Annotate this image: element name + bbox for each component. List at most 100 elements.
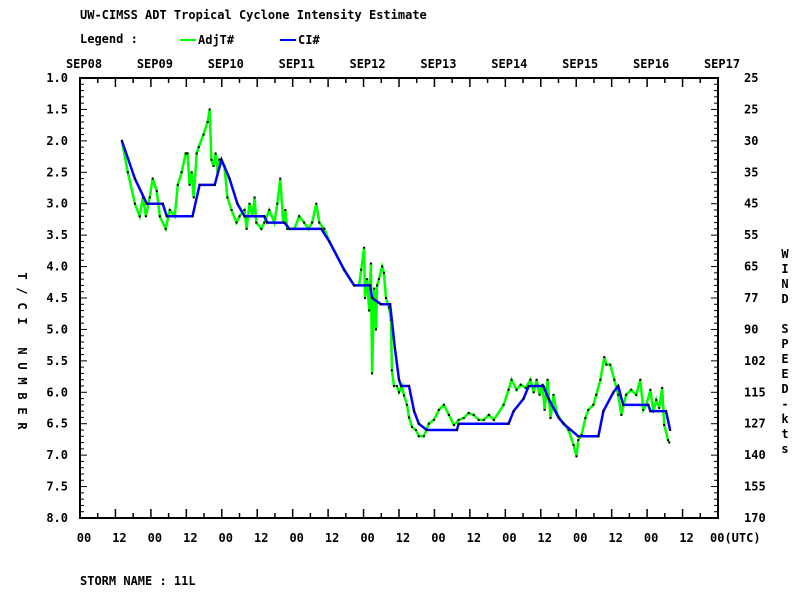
data-point (507, 388, 510, 391)
data-point (649, 410, 652, 413)
data-point (368, 309, 371, 312)
data-point (151, 177, 154, 180)
x-bottom-label: 12 (679, 531, 693, 545)
data-point (220, 158, 223, 161)
y2-axis-label-char: D (781, 382, 788, 396)
data-point (609, 363, 612, 366)
data-point (630, 388, 633, 391)
x-top-label: SEP13 (420, 57, 456, 71)
data-point (487, 413, 490, 416)
data-point (529, 378, 532, 381)
data-point (197, 146, 200, 149)
x-bottom-label: 12 (254, 531, 268, 545)
data-point (243, 215, 246, 218)
data-point (155, 190, 158, 193)
x-bottom-label: 00 (573, 531, 587, 545)
data-point (395, 385, 398, 387)
data-point (328, 240, 331, 243)
data-point (547, 397, 550, 400)
y-tick-label: 6.5 (46, 417, 68, 431)
x-top-label: SEP09 (137, 57, 173, 71)
data-point (180, 171, 183, 174)
data-point (161, 202, 164, 205)
data-point (425, 429, 428, 431)
x-bottom-label: 12 (183, 531, 197, 545)
data-point (457, 418, 460, 421)
data-point (546, 378, 549, 381)
data-point (599, 378, 602, 381)
data-point (519, 383, 522, 386)
data-point (371, 297, 374, 299)
data-point (398, 378, 400, 381)
y-tick-label: 5.5 (46, 354, 68, 368)
data-point (145, 202, 148, 205)
data-point (364, 297, 367, 299)
data-point (212, 165, 215, 167)
data-point (592, 403, 595, 406)
y-tick-label: 2.0 (46, 134, 68, 148)
data-point (422, 435, 425, 438)
data-point (667, 439, 670, 442)
y2-tick-label: 25 (744, 71, 758, 85)
legend-entry: AdjT# (198, 33, 235, 47)
y2-axis-label-char: P (781, 337, 788, 351)
y-tick-label: 4.0 (46, 260, 68, 274)
data-point (584, 417, 587, 420)
data-point (284, 209, 287, 211)
x-top-label: SEP15 (562, 57, 598, 71)
y2-axis-label-char: S (781, 322, 788, 336)
data-point (580, 434, 583, 437)
data-point (279, 177, 282, 180)
data-point (286, 227, 289, 230)
data-point (457, 422, 460, 425)
x-bottom-label: 00 (148, 531, 162, 545)
data-point (148, 196, 151, 199)
data-point (527, 385, 530, 387)
legend-label: Legend : (80, 32, 138, 46)
data-point (602, 410, 605, 413)
x-bottom-label: 12 (538, 531, 552, 545)
x-top-label: SEP11 (279, 57, 315, 71)
data-point (168, 209, 171, 211)
data-point (472, 413, 475, 416)
x-bottom-label: 12 (608, 531, 622, 545)
data-point (642, 408, 645, 411)
data-point (184, 152, 187, 155)
data-point (373, 287, 376, 290)
x-bottom-label: 12 (467, 531, 481, 545)
data-point (658, 407, 661, 409)
data-point (669, 429, 672, 431)
data-point (522, 397, 525, 400)
y2-axis-label-char: - (781, 397, 788, 411)
y2-tick-label: 25 (744, 102, 758, 116)
data-point (572, 444, 575, 447)
x-bottom-label: 12 (112, 531, 126, 545)
x-top-label: SEP10 (208, 57, 244, 71)
data-point (605, 363, 608, 366)
data-point (639, 378, 642, 381)
y-tick-label: 1.5 (46, 102, 68, 116)
data-point (587, 408, 590, 411)
y-tick-label: 6.0 (46, 385, 68, 399)
data-point (538, 393, 541, 396)
data-point (413, 410, 416, 413)
data-point (263, 215, 266, 218)
x-top-label: SEP16 (633, 57, 669, 71)
data-point (668, 441, 671, 444)
data-point (158, 215, 161, 218)
data-point (462, 417, 465, 420)
data-point (663, 423, 666, 426)
data-point (492, 418, 495, 421)
data-point (248, 202, 251, 205)
data-point (427, 422, 430, 425)
data-point (512, 410, 515, 413)
data-point (377, 278, 380, 281)
y-axis-label-char: M (15, 377, 29, 384)
y-tick-label: 5.0 (46, 322, 68, 336)
data-point (228, 177, 231, 180)
x-top-label: SEP08 (66, 57, 102, 71)
data-point (622, 403, 625, 406)
data-point (613, 378, 616, 381)
data-point (120, 139, 123, 142)
data-point (226, 196, 229, 199)
